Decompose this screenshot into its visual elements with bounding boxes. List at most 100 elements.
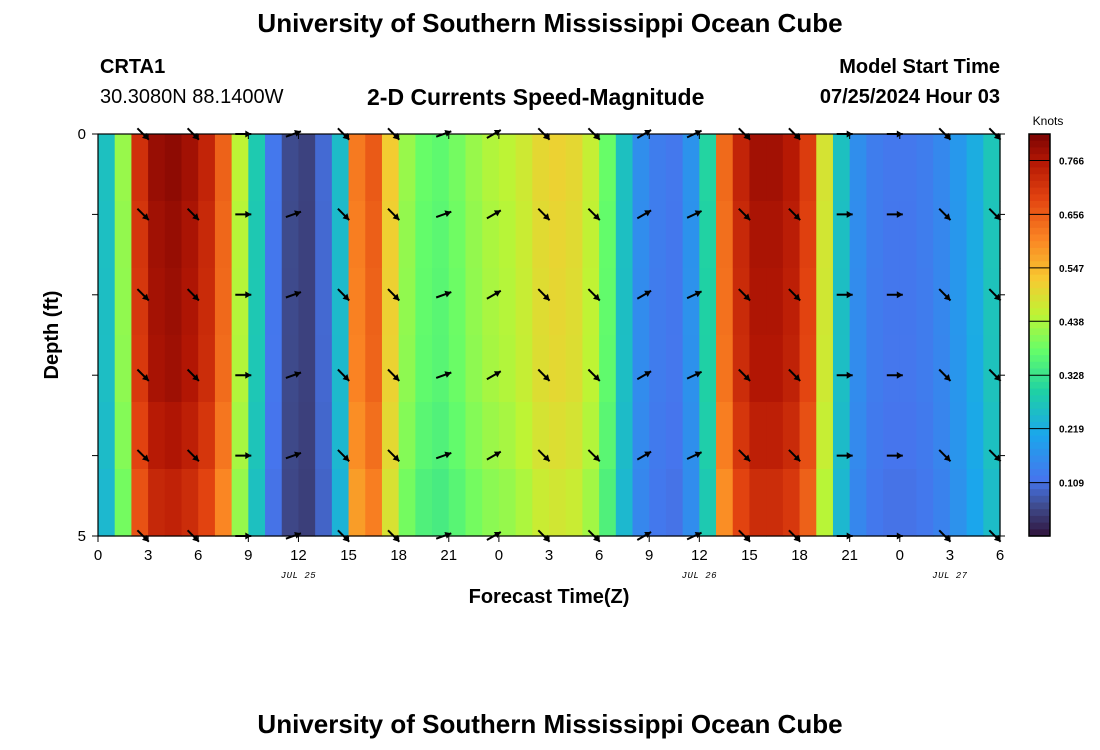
heatmap-cell [515, 335, 533, 403]
heatmap-cell [899, 402, 918, 470]
current-vector [435, 371, 452, 379]
heatmap-cell [114, 469, 132, 537]
colorbar-segment [1029, 308, 1050, 316]
heatmap-cell [716, 134, 734, 202]
heatmap-cell [498, 335, 517, 403]
current-vector [537, 288, 551, 302]
heatmap-cell [649, 402, 667, 470]
current-vector [486, 209, 502, 220]
heatmap-cell [448, 268, 467, 336]
heatmap-cell [148, 201, 166, 269]
colorbar-segment [1029, 402, 1050, 410]
heatmap-cell [164, 268, 183, 336]
heatmap-cell [281, 335, 300, 403]
heatmap-cell [181, 335, 199, 403]
heatmap-cell [298, 201, 316, 269]
heatmap-cell [248, 469, 266, 537]
heatmap-cell [716, 268, 734, 336]
colorbar-unit: Knots [1033, 114, 1064, 128]
heatmap-cell [916, 469, 934, 537]
heatmap-cell [866, 402, 884, 470]
heatmap-cell [331, 469, 350, 537]
heatmap-cell [883, 268, 901, 336]
heatmap-cell [949, 402, 968, 470]
axis-layer: 0 3 6 9 12 15 18 21 0 3 6 9 12 15 18 21 0 3 6 JUL 25 JUL 26 J… [78, 126, 1005, 581]
heatmap-cell [732, 134, 751, 202]
heatmap-cell [265, 134, 283, 202]
heatmap-cell [315, 268, 333, 336]
current-vector [686, 451, 703, 460]
x-tick-label: 15 [340, 547, 357, 564]
heatmap-cell [582, 402, 600, 470]
heatmap-cell [933, 469, 951, 537]
current-vector [587, 368, 601, 382]
colorbar-segment [1029, 442, 1050, 450]
heatmap-cell [615, 402, 634, 470]
colorbar-segment [1029, 160, 1050, 169]
colorbar-segment [1029, 455, 1050, 463]
current-vector [235, 452, 252, 460]
heatmap-cell [582, 268, 600, 336]
heatmap-cell [482, 201, 500, 269]
x-tick-label: 6 [996, 547, 1004, 564]
heatmap-cell [98, 268, 116, 336]
colorbar-tick-label: 0.109 [1059, 479, 1084, 490]
heatmap-cell [766, 134, 784, 202]
heatmap-cell [231, 134, 249, 202]
colorbar-frame [1028, 133, 1051, 537]
current-vector [587, 207, 601, 221]
heatmap-cell [749, 268, 767, 336]
heatmap-cell [482, 268, 500, 336]
heatmap-cell [816, 134, 834, 202]
heatmap-cell [515, 268, 533, 336]
colorbar-segment [1029, 288, 1050, 296]
current-vector [186, 449, 200, 463]
heatmap-cell [298, 469, 316, 537]
heatmap-cell [983, 134, 1001, 202]
heatmap-cell [916, 335, 934, 403]
current-vector [988, 368, 1002, 382]
colorbar-segment [1029, 274, 1050, 282]
current-vector [435, 210, 452, 219]
x-tick-label: 3 [545, 547, 553, 564]
current-vector [235, 371, 252, 379]
x-tick-label: 18 [791, 547, 808, 564]
heatmap-cell [432, 201, 450, 269]
current-vector [988, 207, 1002, 221]
colorbar-segment [1029, 475, 1050, 483]
heatmap-cell [498, 134, 517, 202]
colorbar-segment [1029, 328, 1050, 336]
heatmap-cell [832, 201, 851, 269]
heatmap-cell [799, 201, 817, 269]
heatmap-cell [482, 402, 500, 470]
x-tick-label: 9 [244, 547, 252, 564]
colorbar-tick-label: 0.438 [1059, 317, 1084, 328]
footer-title: University of Southern Mississippi Ocean… [257, 709, 843, 739]
heatmap-cell [515, 134, 533, 202]
current-vector [738, 207, 751, 221]
current-vector [337, 207, 350, 221]
current-vector [886, 371, 903, 379]
heatmap-cell [214, 469, 233, 537]
heatmap-cell [281, 469, 300, 537]
heatmap-cell [832, 469, 851, 537]
date-label: JUL 26 [682, 571, 718, 581]
heatmap-cell [565, 201, 583, 269]
current-vector [938, 368, 952, 382]
heatmap-cell [281, 134, 300, 202]
colorbar-segment [1029, 469, 1050, 477]
heatmap-cell [849, 268, 867, 336]
heatmap-cell [114, 402, 132, 470]
heatmap-cell [214, 201, 233, 269]
heatmap-cell [331, 268, 350, 336]
colorbar-segment [1029, 194, 1050, 202]
current-vector [186, 288, 200, 302]
heatmap-cell [231, 201, 249, 269]
heatmap-cell [498, 268, 517, 336]
heatmap-cell [381, 469, 400, 537]
colorbar-segment [1029, 489, 1050, 497]
heatmap-cell [131, 268, 149, 336]
heatmap-cell [148, 335, 166, 403]
x-tick-label: 21 [841, 547, 858, 564]
heatmap-cell [198, 402, 216, 470]
